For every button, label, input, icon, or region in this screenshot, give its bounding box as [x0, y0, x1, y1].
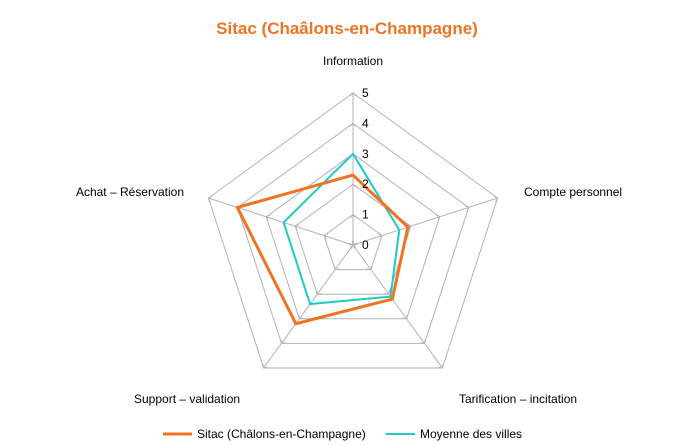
axis-label-compte-personnel: Compte personnel [524, 185, 622, 199]
spoke [352, 244, 443, 369]
tick-label: 3 [362, 147, 369, 161]
spoke [208, 197, 354, 246]
radar-spokes [207, 92, 499, 369]
spoke-tick [207, 195, 213, 203]
spoke-tick [280, 339, 286, 344]
spoke-tick [406, 223, 412, 231]
series-line-sitac [235, 173, 410, 326]
spoke-tick [352, 242, 358, 250]
axis-label-achat: Achat – Réservation [76, 185, 184, 199]
tick-label: 1 [362, 208, 369, 222]
spoke-tick [402, 314, 408, 320]
axis-label-support: Support – validation [134, 392, 240, 406]
spoke-tick [349, 183, 357, 188]
series-layer [235, 152, 410, 326]
spoke-tick [262, 363, 268, 369]
grid-ring [323, 213, 383, 271]
series-line-moyenne [282, 152, 401, 306]
spoke-tick [366, 265, 373, 271]
spoke-tick [435, 214, 441, 221]
legend-label-sitac: Sitac (Châlons-en-Champagne) [197, 427, 366, 441]
spoke-tick [384, 289, 390, 295]
spoke-tick [377, 233, 383, 240]
tick-label: 2 [362, 177, 369, 191]
grid-ring [207, 92, 499, 369]
grid-ring [265, 153, 441, 320]
spoke-tick [493, 195, 499, 203]
grid-ring [236, 122, 470, 344]
axis-labels: Information Compte personnel Tarificatio… [76, 54, 622, 406]
spoke-tick [464, 205, 470, 212]
spoke-tick [420, 339, 426, 344]
legend-label-moyenne: Moyenne des villes [420, 427, 522, 441]
spoke-tick [333, 265, 340, 271]
chart-title: Sitac (Chaâlons-en-Champagne) [216, 19, 478, 38]
spoke-tick [316, 289, 322, 295]
tick-label: 5 [362, 86, 369, 100]
spoke-tick [438, 363, 444, 369]
spoke-tick [294, 223, 300, 231]
axis-label-tarification: Tarification – incitation [459, 392, 577, 406]
spoke [352, 197, 498, 246]
axis-label-information: Information [323, 54, 383, 68]
tick-label: 0 [362, 238, 369, 252]
spoke [263, 244, 354, 369]
legend: Sitac (Châlons-en-Champagne) Moyenne des… [163, 427, 522, 441]
spoke-tick [349, 92, 357, 97]
spoke-tick [298, 314, 304, 320]
spoke-tick [349, 122, 357, 127]
tick-labels: 0 1 2 3 4 5 [362, 86, 369, 252]
tick-label: 4 [362, 116, 369, 130]
spoke-tick [349, 213, 357, 218]
spoke-tick [265, 214, 271, 221]
spoke-tick [323, 233, 329, 240]
